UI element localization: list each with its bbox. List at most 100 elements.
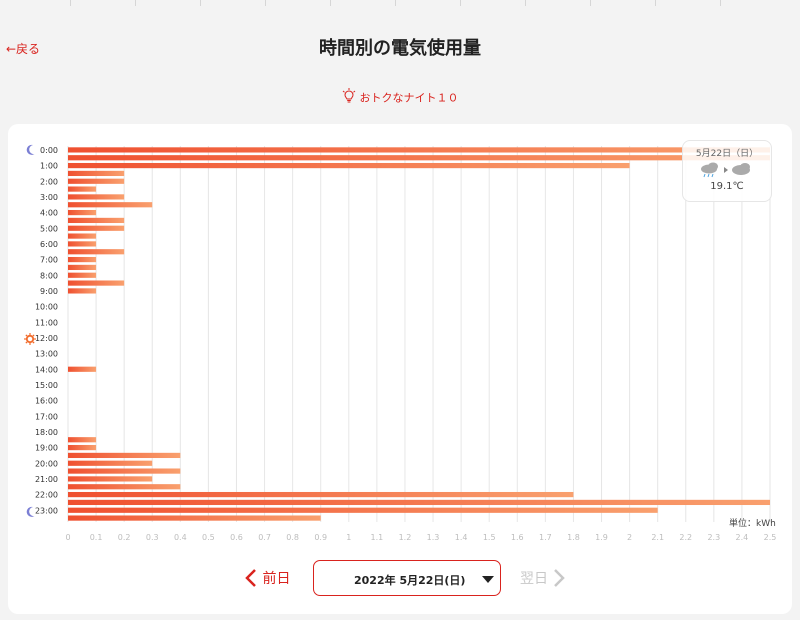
usage-bar xyxy=(68,233,97,239)
x-tick-label: 1.3 xyxy=(427,533,440,542)
hour-label: 11:00 xyxy=(35,318,58,327)
hour-label: 15:00 xyxy=(35,381,58,390)
date-select-value: 2022年 5月22日(日) xyxy=(354,574,466,587)
x-tick-label: 0.5 xyxy=(202,533,215,542)
hour-label: 2:00 xyxy=(40,177,58,186)
hour-label: 6:00 xyxy=(40,240,58,249)
chevron-right-icon xyxy=(554,569,566,587)
x-tick-label: 0.7 xyxy=(258,533,271,542)
x-tick-label: 1.7 xyxy=(539,533,552,542)
moon-icon xyxy=(26,144,35,155)
x-tick-label: 1.1 xyxy=(371,533,384,542)
hour-label: 4:00 xyxy=(40,209,58,218)
x-tick-label: 1.5 xyxy=(483,533,496,542)
x-tick-label: 2.4 xyxy=(736,533,749,542)
hour-label: 7:00 xyxy=(40,256,58,265)
x-tick-label: 2.2 xyxy=(679,533,692,542)
usage-bar xyxy=(68,225,125,231)
usage-bar xyxy=(68,444,97,451)
usage-bar xyxy=(68,491,574,498)
x-tick-label: 0.9 xyxy=(314,533,327,542)
moon-icon xyxy=(26,506,35,517)
usage-bar xyxy=(68,288,97,294)
x-tick-label: 0.1 xyxy=(90,533,103,542)
x-tick-labels: 0 0.1 0.2 0.3 0.4 0.5 0.6 0.7 0.8 0.9 1 1.1 1.2 1.3 1.… xyxy=(65,533,776,542)
x-tick-label: 0.8 xyxy=(286,533,299,542)
hour-label: 22:00 xyxy=(35,491,58,500)
x-tick-label: 2.1 xyxy=(651,533,664,542)
weather-date: 5月22日（日） xyxy=(695,149,759,159)
usage-bar xyxy=(68,249,125,255)
usage-bar xyxy=(68,484,181,490)
x-tick-label: 1.8 xyxy=(567,533,580,542)
hour-label: 10:00 xyxy=(35,303,58,312)
hour-label: 3:00 xyxy=(40,193,58,202)
hour-label: 5:00 xyxy=(40,224,58,233)
prev-day-button[interactable]: 前日 xyxy=(244,568,290,588)
plan-badge: おトクなナイト１０ xyxy=(0,88,800,107)
cloud-icon xyxy=(732,163,750,175)
usage-bar xyxy=(68,460,153,466)
hour-label: 9:00 xyxy=(40,287,58,296)
weather-box: 5月22日（日） 19.1℃ xyxy=(682,140,772,202)
x-tick-label: 1.4 xyxy=(455,533,468,542)
x-tick-label: 0 xyxy=(65,533,70,542)
x-tick-label: 2.5 xyxy=(764,533,777,542)
usage-bar xyxy=(68,264,97,271)
page-title: 時間別の電気使用量 xyxy=(319,38,481,59)
usage-bar xyxy=(68,178,125,184)
hour-label: 12:00 xyxy=(35,334,58,343)
usage-bar xyxy=(68,186,97,192)
usage-bar xyxy=(68,476,153,482)
x-tick-label: 0.6 xyxy=(230,533,243,542)
x-tick-label: 0.2 xyxy=(118,533,131,542)
caret-down-icon xyxy=(482,576,494,583)
weather-temp: 19.1℃ xyxy=(710,181,744,192)
unit-label: 単位：kWh xyxy=(729,519,776,529)
plan-name: おトクなナイト１０ xyxy=(359,91,459,105)
next-day-label: 翌日 xyxy=(520,571,548,587)
hour-label: 13:00 xyxy=(35,350,58,359)
chart-bars xyxy=(68,147,770,521)
usage-bar xyxy=(68,366,97,372)
hour-label: 8:00 xyxy=(40,271,58,280)
back-link[interactable]: ←戻る xyxy=(6,42,41,56)
usage-bar xyxy=(68,170,125,177)
usage-bar xyxy=(68,217,125,224)
hour-label: 21:00 xyxy=(35,475,58,484)
usage-bar xyxy=(68,437,97,443)
usage-bar xyxy=(68,507,658,513)
arrow-right-icon xyxy=(724,167,728,173)
weather-icons xyxy=(701,162,750,178)
x-tick-label: 1.9 xyxy=(595,533,608,542)
hour-labels: 0:00 1:00 2:00 3:00 4:00 5:00 6:00 7:00 8:00 9:00… xyxy=(35,146,58,515)
x-tick-label: 1 xyxy=(346,533,351,542)
hour-label: 20:00 xyxy=(35,459,58,468)
usage-bar xyxy=(68,147,770,153)
rain-cloud-icon xyxy=(701,162,718,178)
hour-label: 23:00 xyxy=(35,506,58,515)
hour-label: 19:00 xyxy=(35,444,58,453)
usage-bar xyxy=(68,499,770,506)
hour-label: 18:00 xyxy=(35,428,58,437)
x-tick-label: 0.3 xyxy=(146,533,159,542)
lightbulb-icon xyxy=(342,88,356,107)
usage-bar xyxy=(68,202,153,208)
usage-bar xyxy=(68,256,97,263)
x-tick-label: 1.6 xyxy=(511,533,524,542)
x-tick-label: 2 xyxy=(627,533,632,542)
hour-label: 1:00 xyxy=(40,162,58,171)
date-select[interactable]: 2022年 5月22日(日) xyxy=(313,560,501,596)
usage-bar xyxy=(68,162,630,169)
hour-label: 0:00 xyxy=(40,146,58,155)
x-tick-label: 2.3 xyxy=(707,533,720,542)
usage-bar xyxy=(68,515,321,521)
hour-label: 14:00 xyxy=(35,365,58,374)
sun-icon xyxy=(24,333,36,345)
usage-bar xyxy=(68,241,97,247)
usage-bar xyxy=(68,209,97,216)
chart-grid xyxy=(67,146,771,522)
chevron-left-icon xyxy=(245,569,256,587)
usage-bar xyxy=(68,280,125,286)
